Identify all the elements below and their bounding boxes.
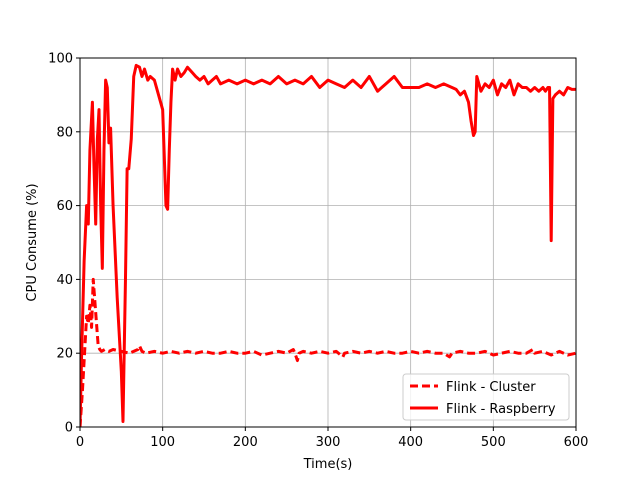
series-layer bbox=[80, 63, 576, 427]
x-tick-label: 200 bbox=[233, 435, 258, 450]
legend-label-cluster: Flink - Cluster bbox=[446, 380, 536, 395]
x-tick-label: 400 bbox=[398, 435, 423, 450]
y-tick-label: 100 bbox=[48, 52, 73, 67]
legend-label-raspberry: Flink - Raspberry bbox=[446, 402, 556, 417]
series-line-raspberry bbox=[80, 63, 576, 427]
x-axis: 0 100 200 300 400 500 600 bbox=[76, 427, 589, 450]
y-axis: 0 20 40 60 80 100 bbox=[48, 52, 80, 436]
y-tick-label: 0 bbox=[65, 421, 73, 436]
y-tick-label: 60 bbox=[56, 199, 73, 214]
x-axis-label: Time(s) bbox=[303, 457, 353, 472]
y-tick-label: 40 bbox=[56, 273, 73, 288]
y-tick-label: 20 bbox=[56, 347, 73, 362]
series-line-cluster bbox=[80, 277, 576, 427]
x-tick-label: 500 bbox=[481, 435, 506, 450]
y-tick-label: 80 bbox=[56, 125, 73, 140]
y-axis-label: CPU Consume (%) bbox=[25, 183, 40, 301]
legend: Flink - Cluster Flink - Raspberry bbox=[402, 373, 570, 421]
x-tick-label: 0 bbox=[76, 435, 84, 450]
x-tick-label: 600 bbox=[564, 435, 589, 450]
x-tick-label: 300 bbox=[316, 435, 341, 450]
legend-box bbox=[402, 373, 570, 421]
x-tick-label: 100 bbox=[150, 435, 175, 450]
